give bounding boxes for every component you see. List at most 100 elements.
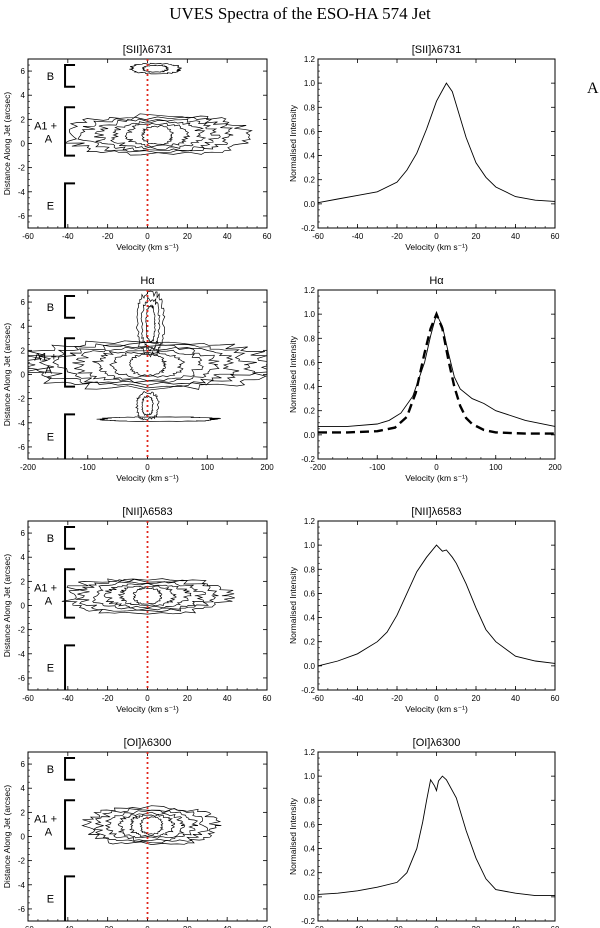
y-tick-label: 0.4 — [304, 614, 316, 623]
y-tick-label: 0 — [21, 371, 26, 380]
y-axis-label: Normalised Intensity — [288, 104, 298, 182]
knot-bracket — [64, 413, 76, 459]
chart-left-4: [OI]λ6300-60-40-200204060-6-4-20246Veloc… — [2, 737, 272, 928]
x-axis-label: Velocity (km s⁻¹) — [116, 242, 179, 252]
x-tick-label: -200 — [20, 463, 37, 472]
y-tick-label: 0 — [21, 833, 26, 842]
x-tick-label: 0 — [434, 232, 439, 241]
x-tick-label: 40 — [511, 694, 520, 703]
x-tick-label: -200 — [310, 463, 327, 472]
y-tick-label: 0.8 — [304, 103, 316, 112]
contour-level — [104, 809, 199, 842]
contour-level — [81, 805, 222, 845]
contour-level — [124, 122, 191, 148]
x-tick-label: 60 — [551, 925, 560, 928]
x-tick-label: -60 — [22, 925, 34, 928]
x-axis-label: Velocity (km s⁻¹) — [405, 704, 468, 714]
chart-right-1: [SII]λ6731 -60 -40 -20 0 20 40 60 -0.2 0.0 0.2 0.4 0… — [288, 44, 560, 252]
y-tick-label: -2 — [18, 395, 26, 404]
y-tick-label: 0.8 — [304, 796, 316, 805]
contour-level — [145, 304, 156, 343]
x-tick-label: -20 — [102, 694, 114, 703]
contour-level — [141, 125, 175, 145]
knot-bracket — [64, 757, 76, 781]
x-tick-label: 100 — [201, 463, 215, 472]
y-tick-label: 6 — [21, 298, 26, 307]
knot-bracket — [64, 875, 76, 921]
x-tick-label: -60 — [312, 694, 324, 703]
x-tick-label: 200 — [548, 463, 562, 472]
contour-level — [64, 113, 253, 156]
x-tick-label: -20 — [102, 232, 114, 241]
x-tick-label: 40 — [511, 232, 520, 241]
plot-frame — [317, 520, 556, 691]
knot-bracket — [64, 106, 76, 157]
chart-title: [OI]λ6300 — [413, 737, 461, 749]
y-tick-label: 4 — [21, 784, 26, 793]
y-tick-label: -4 — [18, 419, 26, 428]
contour-level — [92, 581, 206, 611]
knot-label: E — [47, 201, 54, 213]
y-tick-label: 0.2 — [304, 869, 316, 878]
chart-title: [SII]λ6731 — [412, 44, 462, 56]
y-tick-label: 4 — [21, 553, 26, 562]
x-tick-label: -40 — [352, 925, 364, 928]
y-tick-label: -2 — [18, 626, 26, 635]
y-tick-label: -6 — [18, 905, 26, 914]
y-tick-label: 4 — [21, 91, 26, 100]
y-tick-label: 0.0 — [304, 200, 316, 209]
y-tick-label: -4 — [18, 881, 26, 890]
contour-level — [110, 120, 207, 150]
x-tick-label: 0 — [434, 463, 439, 472]
contour-level — [92, 808, 209, 844]
knot-bracket — [64, 337, 76, 388]
y-tick-label: 0.0 — [304, 431, 316, 440]
y-tick-label: 6 — [21, 760, 26, 769]
knot-bracket — [64, 799, 76, 850]
y-axis-label: Distance Along Jet (arcsec) — [2, 92, 12, 196]
y-tick-label: 0.2 — [304, 638, 316, 647]
contour-level — [109, 351, 186, 378]
y-tick-label: 0.2 — [304, 176, 316, 185]
y-tick-label: 4 — [21, 322, 26, 331]
x-tick-label: -60 — [312, 232, 324, 241]
chart-left-2: Hα -200 -100 0 100 200 -6 -4 -2 0 2 4 6 Velocity (km … — [2, 275, 274, 483]
contour-level — [61, 578, 235, 615]
chart-title: Hα — [429, 275, 444, 287]
contour-level — [28, 340, 267, 391]
y-tick-label: -4 — [18, 650, 26, 659]
knot-label: A1 + — [34, 813, 57, 825]
x-tick-label: 60 — [263, 232, 272, 241]
chart-title: [NII]λ6583 — [122, 506, 172, 518]
knot-bracket — [64, 526, 76, 550]
y-tick-label: 1.2 — [304, 286, 316, 295]
contour-level — [139, 816, 164, 835]
y-tick-label: 1.0 — [304, 79, 316, 88]
x-tick-label: 0 — [145, 694, 150, 703]
contour-level — [141, 395, 154, 417]
x-tick-label: -60 — [312, 925, 324, 928]
y-axis-label: Distance Along Jet (arcsec) — [2, 785, 12, 889]
y-tick-label: 1.0 — [304, 772, 316, 781]
knot-bracket — [64, 182, 76, 228]
y-tick-label: 0.6 — [304, 820, 316, 829]
y-axis-label: Normalised Intensity — [288, 335, 298, 413]
series-line-solid — [317, 82, 556, 204]
y-tick-label: 6 — [21, 67, 26, 76]
x-tick-label: 0 — [434, 925, 439, 928]
contour-level — [129, 62, 182, 75]
contour-level — [103, 582, 192, 609]
y-tick-label: 2 — [21, 115, 26, 124]
y-tick-label: 0 — [21, 602, 26, 611]
y-axis-label: Distance Along Jet (arcsec) — [2, 554, 12, 658]
y-tick-label: 0.4 — [304, 383, 316, 392]
x-axis-label: Velocity (km s⁻¹) — [405, 242, 468, 252]
contour-level — [117, 585, 177, 607]
chart-right-4: [OI]λ6300 -60 -40 -20 0 20 40 60 -0.2 0.0 0.2 0.4 0.… — [288, 737, 560, 928]
x-tick-label: -60 — [22, 232, 34, 241]
contour-group — [28, 290, 267, 422]
contour-level — [129, 353, 168, 377]
x-axis-label: Velocity (km s⁻¹) — [116, 473, 179, 483]
knot-bracket — [64, 644, 76, 690]
